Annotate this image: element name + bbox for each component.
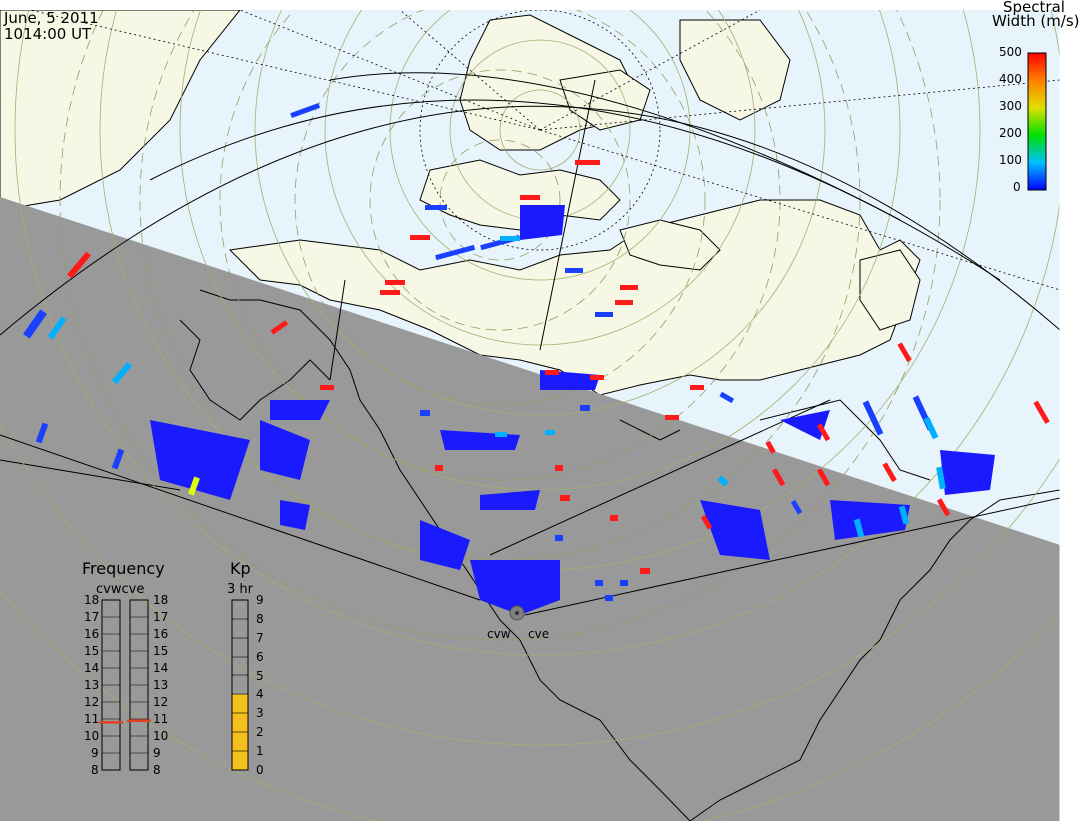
time-label: 1014:00 UT: [4, 25, 92, 43]
kp-subtitle: 3 hr: [227, 582, 253, 597]
frequency-tick-label: 15: [84, 644, 100, 658]
frequency-tick-label: 9: [153, 746, 161, 760]
kp-tick-label: 8: [256, 611, 264, 626]
frequency-tick-label: 10: [84, 729, 100, 743]
kp-tick-label: 7: [256, 630, 264, 645]
kp-tick-label: 6: [256, 649, 264, 664]
kp-tick-label: 2: [256, 725, 264, 740]
frequency-tick-label: 12: [84, 695, 100, 709]
frequency-tick-label: 16: [153, 627, 169, 641]
frequency-tick-label: 12: [153, 695, 169, 709]
radar-fov: [0, 72, 1060, 616]
frequency-tick-label: 16: [84, 627, 100, 641]
frequency-tick-label: 14: [153, 661, 169, 675]
colorbar-tick-label: 400: [999, 72, 1022, 86]
colorbar: [1027, 52, 1047, 191]
frequency-tick-label: 13: [84, 678, 100, 692]
frequency-tick-label: 18: [84, 593, 100, 607]
colorbar-units: Width (m/s): [992, 12, 1080, 30]
frequency-tick-label: 9: [91, 746, 99, 760]
radar-label-cvw: cvw: [487, 627, 511, 641]
colorbar-tick-label: 500: [999, 45, 1022, 59]
kp-tick-label: 3: [256, 706, 264, 721]
frequency-tick-label: 11: [153, 712, 169, 726]
colorbar-tick-label: 100: [999, 153, 1022, 167]
frequency-tick-label: 13: [153, 678, 169, 692]
kp-panel: [231, 599, 249, 771]
colorbar-tick-label: 300: [999, 99, 1022, 113]
kp-tick-label: 5: [256, 668, 264, 683]
frequency-title: Frequency: [82, 559, 165, 578]
frequency-tick-label: 14: [84, 661, 100, 675]
frequency-tick-label: 8: [153, 763, 161, 777]
frequency-tick-label: 11: [84, 712, 100, 726]
frequency-tick-label: 10: [153, 729, 169, 743]
backscatter-cells: [23, 102, 1050, 615]
frequency-tick-label: 15: [153, 644, 169, 658]
frequency-tick-label: 18: [153, 593, 169, 607]
date-label: June, 5 2011: [4, 9, 99, 27]
frequency-tick-label: 8: [91, 763, 99, 777]
frequency-tick-label: 17: [153, 610, 169, 624]
colorbar-title: Spectral: [1003, 0, 1065, 16]
kp-tick-label: 0: [256, 763, 264, 777]
kp-title: Kp: [230, 559, 251, 578]
meridians: [29, 10, 1060, 291]
frequency-panel: [101, 599, 149, 771]
kp-tick-label: 9: [256, 593, 264, 607]
frequency-radars: cvwcve: [96, 582, 145, 597]
colorbar-tick-label: 200: [999, 126, 1022, 140]
colorbar-tick-label: 0: [1013, 180, 1021, 194]
frequency-tick-label: 17: [84, 610, 100, 624]
radar-label-cve: cve: [528, 627, 550, 641]
kp-tick-label: 1: [256, 744, 264, 759]
kp-tick-label: 4: [256, 687, 264, 702]
